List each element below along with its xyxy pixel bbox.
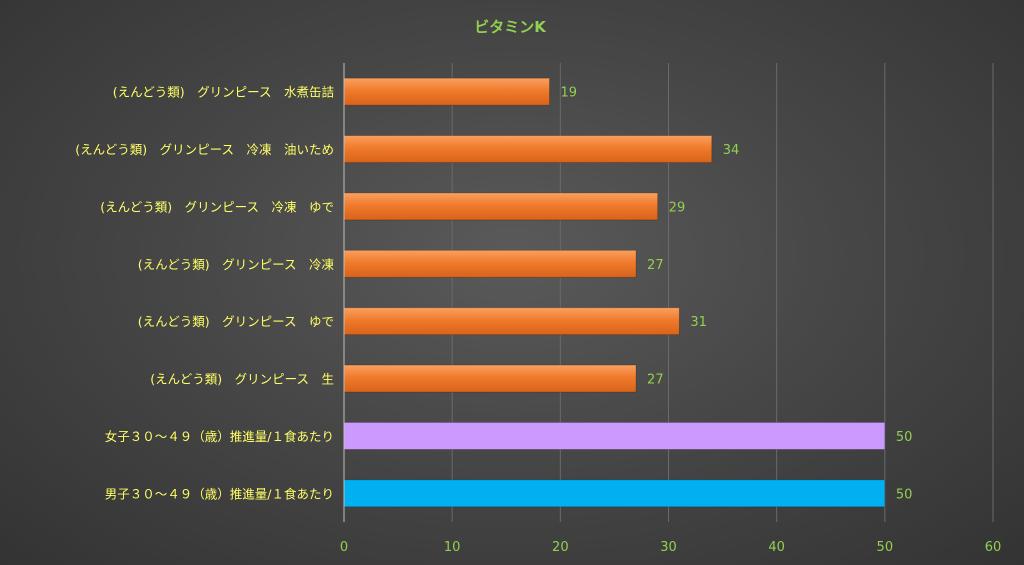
data-labels: 19 34 29 27 31 27 50 50 <box>561 86 913 503</box>
data-label-5: 31 <box>690 315 707 330</box>
category-label-2: (えんどう類) グリンピース 冷凍 油いため <box>75 142 334 157</box>
bar-2 <box>343 135 713 163</box>
bar-5 <box>343 307 680 336</box>
x-tick-label: 40 <box>768 540 785 555</box>
data-label-6: 27 <box>647 373 664 388</box>
data-label-2: 34 <box>723 143 740 158</box>
x-tick-label: 0 <box>340 540 348 555</box>
x-tick-label: 60 <box>985 540 1002 555</box>
category-label-5: (えんどう類) グリンピース ゆで <box>138 314 334 329</box>
category-label-8: 男子３０～４９（歳）推進量/１食あたり <box>105 486 334 501</box>
bar-8 <box>343 479 886 508</box>
bar-3 <box>343 192 659 221</box>
data-label-7: 50 <box>896 430 913 445</box>
gridlines <box>451 63 994 522</box>
category-label-6: (えんどう類) グリンピース 生 <box>150 372 334 387</box>
category-label-3: (えんどう類) グリンピース 冷凍 ゆで <box>100 199 334 214</box>
bar-6 <box>343 364 637 393</box>
x-tick-label: 10 <box>444 540 461 555</box>
data-label-1: 19 <box>561 86 578 101</box>
x-tick-label: 20 <box>552 540 569 555</box>
bars <box>343 77 886 508</box>
category-labels: (えんどう類) グリンピース 水煮缶詰 (えんどう類) グリンピース 冷凍 油いた… <box>75 85 334 502</box>
category-label-1: (えんどう類) グリンピース 水煮缶詰 <box>113 85 334 100</box>
data-label-4: 27 <box>647 258 664 273</box>
data-label-8: 50 <box>896 487 913 502</box>
x-tick-labels: 0 10 20 30 40 50 60 <box>340 540 1001 555</box>
category-label-4: (えんどう類) グリンピース 冷凍 <box>138 257 335 272</box>
bar-4 <box>343 249 637 278</box>
x-tick-label: 50 <box>877 540 894 555</box>
bar-7 <box>343 422 886 450</box>
category-label-7: 女子３０～４９（歳）推進量/１食あたり <box>105 429 334 444</box>
bar-1 <box>343 77 550 106</box>
chart-title: ビタミンK <box>474 18 547 36</box>
data-label-3: 29 <box>669 200 686 215</box>
x-tick-label: 30 <box>660 540 677 555</box>
